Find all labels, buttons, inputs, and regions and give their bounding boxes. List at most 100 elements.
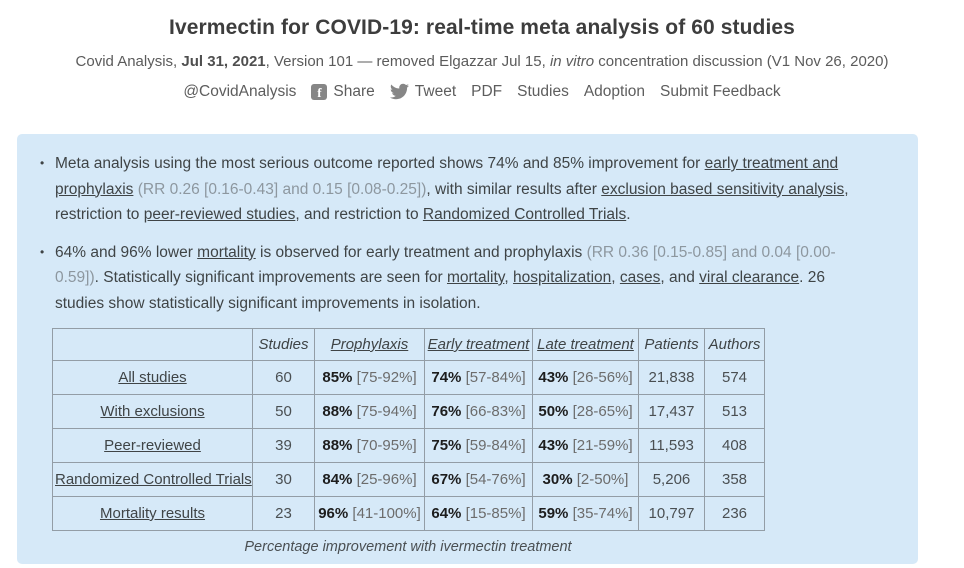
early-result-cell: 75% [59-84%] xyxy=(424,428,533,463)
authors-cell: 358 xyxy=(704,462,765,497)
text-link[interactable]: mortality xyxy=(446,269,505,286)
text-segment: Meta analysis using the most serious out… xyxy=(55,155,705,172)
page: Ivermectin for COVID-19: real-time meta … xyxy=(0,16,964,568)
nav-bar: @CovidAnalysis f Share Tweet PDF Studies… xyxy=(0,82,964,101)
page-title: Ivermectin for COVID-19: real-time meta … xyxy=(169,16,795,39)
table-row: All studies 60 85% [75-92%] 74% [57-84%] 43%… xyxy=(52,360,765,395)
improvement-percent: 88% xyxy=(322,403,353,420)
table-row: With exclusions 50 88% [75-94%] 76% [66-83%… xyxy=(52,394,765,429)
text-link[interactable]: early treatment and prophylaxis xyxy=(55,155,839,198)
twitter-handle-link[interactable]: @CovidAnalysis xyxy=(183,82,297,100)
improvement-percent: 85% xyxy=(322,369,353,386)
text-segment: in vitro xyxy=(549,53,595,70)
nav-link-pdf[interactable]: PDF xyxy=(471,82,503,100)
column-header-link-late-treatment[interactable]: Late treatment xyxy=(537,336,634,353)
nav-link-submit-feedback[interactable]: Submit Feedback xyxy=(660,82,781,100)
confidence-interval: [57-84%] xyxy=(461,369,526,386)
row-label-link[interactable]: All studies xyxy=(118,369,187,386)
improvement-percent: 43% xyxy=(538,369,569,386)
confidence-interval: [21-59%] xyxy=(568,437,633,454)
early-result-cell: 74% [57-84%] xyxy=(424,360,533,395)
column-header-prophylaxis: Prophylaxis xyxy=(314,328,425,361)
patients-cell: 17,437 xyxy=(638,394,705,429)
improvement-percent: 50% xyxy=(538,403,569,420)
column-header-label xyxy=(52,328,253,361)
prophylaxis-result-cell: 85% [75-92%] xyxy=(314,360,425,395)
text-segment: 64% and 96% lower xyxy=(55,243,198,261)
confidence-interval: [28-65%] xyxy=(568,403,633,420)
results-table-body: All studies 60 85% [75-92%] 74% [57-84%] 43%… xyxy=(52,360,765,531)
table-caption: Percentage improvement with ivermectin t… xyxy=(244,539,572,555)
column-header-link-prophylaxis[interactable]: Prophylaxis xyxy=(330,336,409,353)
row-label-cell: All studies xyxy=(52,360,253,395)
text-segment: , and xyxy=(660,269,700,286)
row-label-link[interactable]: With exclusions xyxy=(100,403,205,420)
confidence-interval: [54-76%] xyxy=(461,471,526,488)
nav-link-studies[interactable]: Studies xyxy=(517,82,569,100)
header: Ivermectin for COVID-19: real-time meta … xyxy=(0,16,964,101)
table-row: Mortality results 23 96% [41-100%] 64% [15-… xyxy=(52,496,765,531)
confidence-interval: [35-74%] xyxy=(568,505,633,522)
improvement-percent: 67% xyxy=(431,471,462,488)
text-segment: Jul 31, 2021 xyxy=(181,53,266,70)
prophylaxis-result-cell: 88% [70-95%] xyxy=(314,428,425,463)
early-result-cell: 67% [54-76%] xyxy=(424,462,533,497)
column-header-link-early-treatment[interactable]: Early treatment xyxy=(427,336,530,353)
early-result-cell: 76% [66-83%] xyxy=(424,394,533,429)
prophylaxis-result-cell: 84% [25-96%] xyxy=(314,462,425,497)
column-header-authors: Authors xyxy=(704,328,765,361)
text-segment: Covid Analysis, xyxy=(75,53,182,70)
results-table: Studies Prophylaxis Early treatment Late tr… xyxy=(52,328,765,531)
improvement-percent: 74% xyxy=(431,369,462,386)
text-link[interactable]: cases xyxy=(619,269,661,286)
nav-link-adoption[interactable]: Adoption xyxy=(583,82,646,100)
early-result-cell: 64% [15-85%] xyxy=(424,496,533,531)
row-label-cell: Randomized Controlled Trials xyxy=(52,462,253,497)
tweet-label: Tweet xyxy=(414,82,457,100)
text-segment: is observed for early treatment and prop… xyxy=(255,243,587,261)
studies-cell: 60 xyxy=(252,360,315,395)
summary-bullet-1: Meta analysis using the most serious out… xyxy=(38,151,876,228)
summary-bullets: Meta analysis using the most serious out… xyxy=(38,151,898,316)
row-label-cell: Peer-reviewed xyxy=(52,428,253,463)
confidence-interval: [2-50%] xyxy=(572,471,629,488)
text-link[interactable]: hospitalization xyxy=(513,269,612,286)
results-table-head: Studies Prophylaxis Early treatment Late tr… xyxy=(52,328,765,361)
text-link[interactable]: peer-reviewed studies xyxy=(143,206,296,223)
late-result-cell: 43% [26-56%] xyxy=(532,360,639,395)
row-label-cell: Mortality results xyxy=(52,496,253,531)
text-link[interactable]: viral clearance xyxy=(699,269,800,286)
twitter-icon xyxy=(389,83,409,100)
text-segment: , xyxy=(504,269,514,286)
confidence-interval: [75-94%] xyxy=(352,403,417,420)
column-header-studies: Studies xyxy=(252,328,315,361)
late-result-cell: 43% [21-59%] xyxy=(532,428,639,463)
text-link[interactable]: Randomized Controlled Trials xyxy=(422,206,627,223)
text-segment: , and restriction to xyxy=(295,206,423,223)
confidence-interval: [25-96%] xyxy=(352,471,417,488)
column-header-patients: Patients xyxy=(638,328,705,361)
patients-cell: 21,838 xyxy=(638,360,705,395)
confidence-interval: [75-92%] xyxy=(352,369,417,386)
row-label-link[interactable]: Randomized Controlled Trials xyxy=(55,471,252,488)
row-label-link[interactable]: Peer-reviewed xyxy=(104,437,201,454)
tweet-button[interactable]: Tweet xyxy=(389,82,457,101)
confidence-interval: [41-100%] xyxy=(348,505,421,522)
improvement-percent: 96% xyxy=(318,505,349,522)
facebook-icon: f xyxy=(311,83,328,100)
subtitle: Covid Analysis, Jul 31, 2021, Version 10… xyxy=(0,53,964,70)
row-label-link[interactable]: Mortality results xyxy=(99,505,206,522)
improvement-percent: 88% xyxy=(322,437,353,454)
authors-cell: 408 xyxy=(704,428,765,463)
late-result-cell: 50% [28-65%] xyxy=(532,394,639,429)
table-row: Peer-reviewed 39 88% [70-95%] 75% [59-84%] 4… xyxy=(52,428,765,463)
text-link[interactable]: mortality xyxy=(197,243,256,261)
text-link[interactable]: exclusion based sensitivity analysis xyxy=(601,180,845,198)
column-header-late-treatment: Late treatment xyxy=(532,328,639,361)
row-label-cell: With exclusions xyxy=(52,394,253,429)
text-segment: , with similar results after xyxy=(426,180,602,198)
studies-cell: 23 xyxy=(252,496,315,531)
studies-cell: 39 xyxy=(252,428,315,463)
share-button[interactable]: f Share xyxy=(311,83,375,101)
text-segment: . xyxy=(626,206,631,223)
